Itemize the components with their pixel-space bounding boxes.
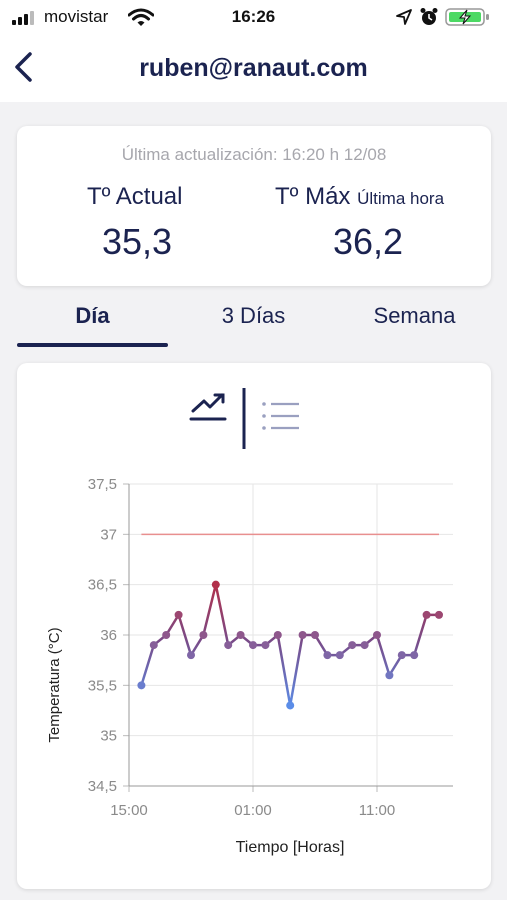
- data-point[interactable]: [174, 610, 183, 619]
- y-tick-label: 36,5: [88, 577, 117, 594]
- period-tabs: Día 3 Días Semana: [0, 288, 507, 350]
- y-tick-label: 35,5: [88, 677, 117, 694]
- y-tick-label: 36: [100, 627, 117, 644]
- temperature-summary-card: Última actualización: 16:20 h 12/08 Tº A…: [17, 126, 491, 286]
- current-temp-label: Tº Actual: [87, 183, 183, 210]
- data-point[interactable]: [273, 631, 282, 639]
- back-chevron-icon[interactable]: [10, 48, 40, 86]
- data-point[interactable]: [373, 631, 381, 639]
- data-point[interactable]: [187, 651, 195, 660]
- carrier-name: movistar: [44, 7, 109, 26]
- page-title: ruben@ranaut.com: [139, 54, 368, 82]
- x-tick-label: 11:00: [359, 802, 395, 819]
- data-point[interactable]: [249, 641, 257, 650]
- data-point[interactable]: [348, 641, 357, 650]
- x-axis-label: Tiempo [Horas]: [236, 839, 345, 856]
- chart-axes: [123, 483, 453, 792]
- data-point[interactable]: [335, 651, 344, 660]
- tab-3-dias[interactable]: 3 Días: [221, 303, 286, 328]
- current-temp-value: 35,3: [102, 221, 173, 262]
- tab-semana[interactable]: Semana: [373, 303, 456, 328]
- series-line: [140, 584, 439, 706]
- data-point[interactable]: [149, 641, 158, 650]
- data-point[interactable]: [224, 641, 233, 650]
- active-tab-indicator: [17, 343, 168, 347]
- data-point[interactable]: [385, 671, 394, 680]
- signal-icon: [12, 11, 38, 25]
- chart-card: 37,5 37 36,5 36 35,5 35 34,5 15:00 01:00 11:00 T…: [17, 363, 491, 889]
- data-point[interactable]: [410, 651, 419, 660]
- tab-dia[interactable]: Día: [75, 303, 110, 328]
- data-point[interactable]: [360, 641, 369, 650]
- view-toggle: [189, 388, 299, 449]
- last-update-text: Última actualización: 16:20 h 12/08: [121, 145, 387, 164]
- data-point[interactable]: [236, 631, 245, 639]
- data-point[interactable]: [286, 701, 295, 710]
- series-points: [137, 580, 443, 710]
- chart-view-icon[interactable]: [189, 393, 227, 421]
- y-tick-label: 37: [100, 526, 117, 543]
- data-point[interactable]: [435, 610, 443, 619]
- data-point[interactable]: [162, 631, 171, 639]
- y-tick-label: 34,5: [88, 778, 117, 795]
- data-point[interactable]: [298, 631, 307, 639]
- data-point[interactable]: [261, 641, 270, 650]
- clock: 16:26: [231, 7, 276, 26]
- list-view-icon[interactable]: [262, 402, 299, 430]
- y-axis-label: Temperatura (°C): [46, 627, 63, 742]
- x-tick-label: 01:00: [234, 802, 272, 819]
- data-point[interactable]: [422, 610, 431, 619]
- status-bar: movistar 16:26: [0, 0, 507, 34]
- y-tick-label: 37,5: [88, 476, 117, 493]
- location-arrow-icon: [396, 9, 412, 25]
- data-point[interactable]: [311, 631, 319, 639]
- data-point[interactable]: [137, 681, 146, 690]
- data-point[interactable]: [211, 580, 220, 589]
- max-temp-label: Tº Máx: [275, 183, 351, 210]
- wifi-icon: [128, 8, 154, 26]
- battery-charging-icon: [445, 8, 489, 26]
- data-point[interactable]: [323, 651, 332, 660]
- alarm-icon: [420, 8, 438, 25]
- max-temp-value: 36,2: [333, 221, 404, 262]
- data-point[interactable]: [199, 631, 208, 639]
- x-tick-labels: 15:00 01:00 11:00: [110, 802, 395, 819]
- y-tick-label: 35: [100, 728, 117, 745]
- x-tick-label: 15:00: [110, 802, 148, 819]
- data-point[interactable]: [397, 651, 406, 660]
- chart-grid: [128, 483, 453, 787]
- temperature-chart: 37,5 37 36,5 36 35,5 35 34,5 15:00 01:00 11:00 T…: [46, 476, 453, 856]
- y-tick-labels: 37,5 37 36,5 36 35,5 35 34,5: [88, 476, 117, 795]
- max-temp-sublabel: Última hora: [357, 189, 445, 208]
- nav-bar: ruben@ranaut.com: [0, 34, 507, 102]
